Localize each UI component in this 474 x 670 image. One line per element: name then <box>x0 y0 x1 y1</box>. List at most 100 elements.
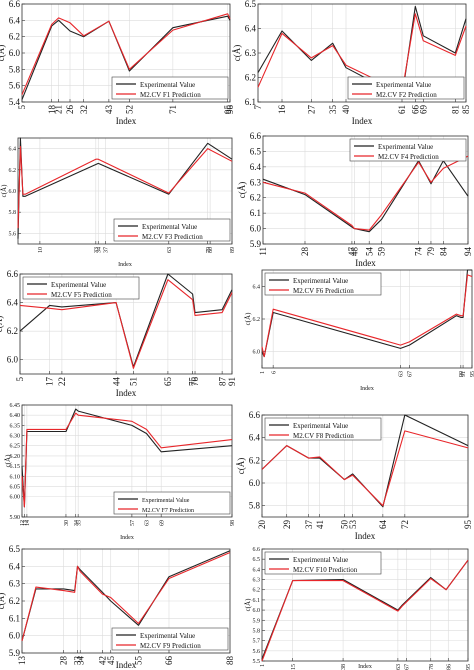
y-tick-label: 6.6 <box>250 131 262 141</box>
x-tick-label: 52 <box>125 105 135 114</box>
x-tick-label: 78 <box>429 664 435 670</box>
y-tick-label: 6.1 <box>9 613 20 623</box>
y-axis-label: c(Å) <box>0 316 4 333</box>
series-line-prediction <box>21 13 231 95</box>
axes-frame <box>261 414 469 518</box>
legend-label: M2.CV F5 Prediction <box>51 291 112 299</box>
y-axis-label: c(Å) <box>232 45 242 62</box>
x-tick-label: 18 <box>47 105 57 115</box>
x-tick-label: 47 <box>347 247 357 257</box>
y-tick-label: 6.1 <box>250 208 261 218</box>
y-tick-label: 6.0 <box>250 224 262 234</box>
x-tick-label: 15 <box>291 664 297 670</box>
y-tick-label: 6.4 <box>249 433 261 443</box>
x-tick-label: 55 <box>134 656 144 666</box>
y-tick-label: 6.5 <box>253 557 261 563</box>
axes-frame <box>19 273 233 375</box>
x-tick-label: 20 <box>257 520 267 530</box>
x-tick-label: 34 <box>96 247 102 253</box>
y-tick-label: 5.90 <box>10 515 21 521</box>
x-tick-label: 51 <box>129 377 139 386</box>
x-tick-label: 98 <box>230 520 236 526</box>
y-tick-label: 6.6 <box>9 0 21 9</box>
legend: Experimental Value M2.CV F1 Prediction <box>111 76 229 100</box>
x-tick-label: 75 <box>188 377 198 387</box>
legend: Experimental Value M2.CV F8 Prediction <box>264 417 382 441</box>
x-tick-label: 10 <box>38 247 44 253</box>
x-tick-label: 37 <box>104 247 110 253</box>
axes-frame <box>21 404 233 518</box>
y-tick-label: 6.4 <box>250 162 262 172</box>
x-tick-label: 67 <box>405 664 411 670</box>
legend-label: Experimental Value <box>142 498 190 504</box>
legend: Experimental Value M2.CV F5 Prediction <box>22 276 140 300</box>
y-tick-label: 6.2 <box>249 455 260 465</box>
axes-frame <box>257 3 467 103</box>
y-tick-label: 6.2 <box>245 72 256 82</box>
x-tick-label: 69 <box>159 520 165 526</box>
y-tick-label: 5.6 <box>253 649 261 655</box>
y-tick-label: 6.2 <box>253 317 261 323</box>
legend: Experimental Value M2.CV F3 Prediction <box>113 218 231 242</box>
legend-label: Experimental Value <box>142 223 197 231</box>
y-tick-label: 5.9 <box>9 648 21 658</box>
legend-box <box>264 272 382 296</box>
x-axis-label: Index <box>355 531 376 541</box>
x-tick-label: 29 <box>282 520 292 530</box>
legend-label: M2.CV F8 Prediction <box>293 432 354 440</box>
y-tick-label: 6.4 <box>253 284 261 290</box>
series-line-prediction <box>17 145 233 229</box>
y-tick-label: 5.6 <box>9 81 21 91</box>
series-line-prediction <box>261 430 469 507</box>
y-axis-label: c(Å) <box>0 593 6 610</box>
y-tick-label: 6.4 <box>9 561 21 571</box>
x-tick-label: 28 <box>300 247 310 257</box>
x-tick-label: 33 <box>94 247 100 253</box>
x-tick-label: 41 <box>315 520 325 529</box>
legend-box <box>264 417 382 441</box>
y-tick-label: 6.05 <box>10 484 21 490</box>
legend-label: Experimental Value <box>140 81 195 89</box>
y-tick-label: 6.6 <box>249 410 261 420</box>
x-tick-label: 95 <box>470 371 474 377</box>
x-tick-label: 53 <box>348 520 358 530</box>
x-tick-label: 44 <box>111 377 121 387</box>
legend-label: Experimental Value <box>293 422 348 430</box>
x-tick-label: 40 <box>341 105 351 115</box>
y-tick-label: 6.5 <box>9 544 21 554</box>
series-line-experimental <box>19 273 233 368</box>
x-tick-label: 34 <box>74 520 80 526</box>
y-tick-label: 5.8 <box>253 628 261 634</box>
legend: Experimental Value M2.CV F2 Prediction <box>347 76 465 100</box>
y-tick-label: 5.9 <box>253 618 261 624</box>
legend-label: Experimental Value <box>140 632 195 640</box>
x-axis-label: Index <box>116 660 137 670</box>
chart-panel-10: 5.5 5.6 5.7 5.8 5.9 6.0 6.1 6.2 6.3 6.4 6.5 6.6 1 15 3… <box>244 547 472 670</box>
x-axis-label: Index <box>355 258 376 268</box>
y-axis-label: c(Å) <box>0 184 8 197</box>
x-tick-label: 13 <box>17 656 27 666</box>
x-tick-label: 5 <box>15 377 25 382</box>
legend-box <box>111 76 229 100</box>
x-tick-label: 63 <box>399 371 405 377</box>
series-line-prediction <box>261 274 473 358</box>
chart-panel-7: 5.90 6.00 6.05 6.10 6.15 6.20 6.25 6.30 6.35 6.40… <box>4 403 236 541</box>
y-tick-label: 6.6 <box>7 269 19 279</box>
axes-frame <box>261 548 469 662</box>
x-axis-label: Index <box>120 535 134 541</box>
legend-label: Experimental Value <box>376 81 431 89</box>
y-tick-label: 6.0 <box>249 478 261 488</box>
x-tick-label: 43 <box>104 105 114 115</box>
y-tick-label: 6.0 <box>7 355 19 365</box>
x-tick-label: 37 <box>304 520 314 530</box>
axes-frame <box>21 3 231 103</box>
x-tick-label: 30 <box>64 520 70 526</box>
legend-label: M2.CV F1 Prediction <box>140 91 201 99</box>
x-axis-label: Index <box>116 388 137 398</box>
x-tick-label: 50 <box>340 520 350 530</box>
series-line-prediction <box>19 279 233 369</box>
x-tick-label: 69 <box>418 105 428 115</box>
